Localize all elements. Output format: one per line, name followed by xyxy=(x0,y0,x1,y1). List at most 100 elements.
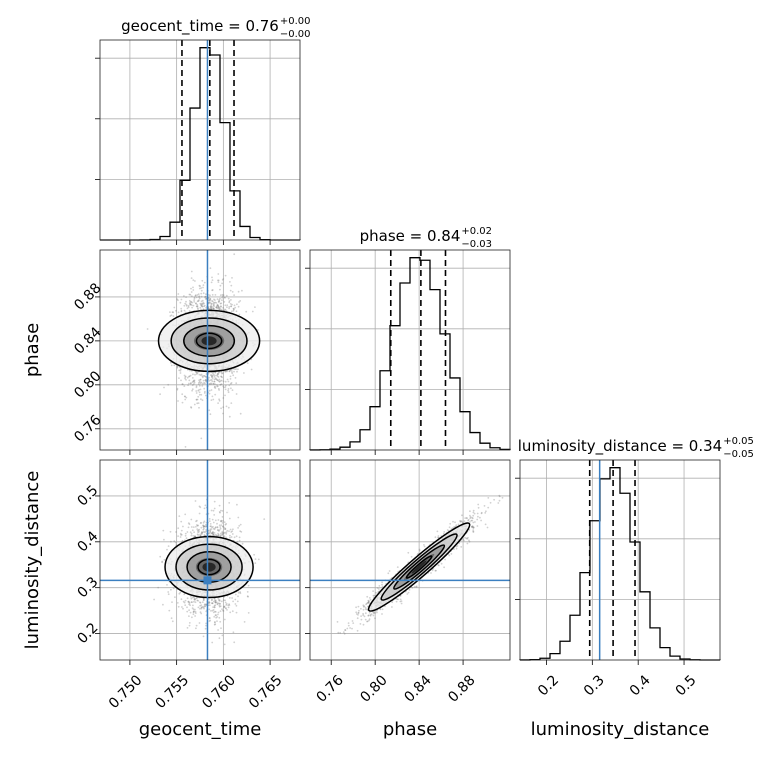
sample-point xyxy=(197,402,200,404)
sample-point xyxy=(214,599,217,602)
sample-point xyxy=(225,603,228,605)
sample-point xyxy=(212,382,215,385)
sample-point xyxy=(175,309,177,312)
sample-point xyxy=(339,632,342,634)
sample-point xyxy=(226,304,229,307)
sample-point xyxy=(208,302,211,305)
sample-point xyxy=(220,305,222,308)
sample-point xyxy=(199,601,201,604)
sample-point xyxy=(211,532,214,534)
sample-point xyxy=(176,365,179,368)
sample-point xyxy=(222,609,224,612)
sample-point xyxy=(225,536,228,539)
sample-point xyxy=(176,365,179,368)
sample-point xyxy=(214,601,217,604)
sample-point xyxy=(187,304,190,307)
title-plus: +0.02 xyxy=(461,226,492,237)
sample-point xyxy=(200,287,203,289)
sample-point xyxy=(188,615,190,617)
sample-point xyxy=(190,595,192,598)
sample-point xyxy=(232,308,235,311)
sample-point xyxy=(210,379,213,381)
sample-point xyxy=(195,520,197,523)
sample-point xyxy=(469,514,471,517)
sample-point xyxy=(207,532,210,535)
sample-point xyxy=(196,372,199,375)
sample-point xyxy=(239,523,242,526)
sample-point xyxy=(195,302,197,304)
sample-point xyxy=(224,528,227,531)
sample-point xyxy=(247,584,250,587)
sample-point xyxy=(238,313,241,316)
sample-point xyxy=(241,542,244,545)
sample-point xyxy=(214,374,216,377)
sample-point xyxy=(224,599,227,602)
sample-point xyxy=(195,305,198,308)
sample-point xyxy=(189,382,192,385)
sample-point xyxy=(173,306,176,309)
sample-point xyxy=(217,279,220,282)
sample-point xyxy=(207,529,210,532)
sample-point xyxy=(217,373,219,376)
sample-point xyxy=(200,521,203,524)
sample-point xyxy=(220,520,223,523)
sample-point xyxy=(183,601,186,604)
sample-point xyxy=(211,518,214,521)
sample-point xyxy=(208,380,211,382)
sample-point xyxy=(189,531,192,534)
sample-point xyxy=(235,382,238,385)
sample-point xyxy=(239,530,242,533)
sample-point xyxy=(222,306,225,309)
sample-point xyxy=(225,531,228,534)
sample-point xyxy=(193,403,196,406)
sample-point xyxy=(204,603,206,606)
sample-point xyxy=(195,398,198,401)
sample-point xyxy=(235,604,238,607)
sample-point xyxy=(189,304,192,306)
panel-frame xyxy=(99,459,301,661)
sample-point xyxy=(208,617,211,619)
sample-point xyxy=(480,512,483,515)
sample-point xyxy=(220,600,223,603)
sample-point xyxy=(234,593,237,596)
sample-point xyxy=(216,298,219,301)
sample-point xyxy=(177,527,180,530)
sample-point xyxy=(208,604,211,607)
sample-point xyxy=(201,302,203,305)
sample-point xyxy=(195,302,197,305)
sample-point xyxy=(239,300,242,302)
sample-point xyxy=(190,597,193,600)
sample-point xyxy=(221,296,224,299)
sample-point xyxy=(356,629,359,632)
sample-point xyxy=(205,380,208,382)
sample-point xyxy=(223,526,226,529)
sample-point xyxy=(217,529,220,532)
sample-point xyxy=(234,368,236,370)
sample-point xyxy=(209,294,211,297)
sample-point xyxy=(178,515,181,517)
sample-point xyxy=(215,533,217,536)
sample-point xyxy=(238,536,241,539)
sample-point xyxy=(190,270,193,273)
sample-point xyxy=(423,545,426,548)
sample-point xyxy=(222,535,225,538)
sample-point xyxy=(230,284,233,287)
sample-point xyxy=(343,632,346,635)
sample-point xyxy=(202,528,205,531)
sample-point xyxy=(208,301,211,303)
sample-point xyxy=(163,386,165,389)
sample-point xyxy=(209,298,212,300)
sample-point xyxy=(446,529,449,531)
sample-point xyxy=(233,536,236,539)
sample-point xyxy=(162,603,164,606)
sample-point xyxy=(225,532,228,535)
sample-point xyxy=(250,368,253,371)
sample-point xyxy=(198,512,201,515)
sample-point xyxy=(236,303,238,306)
sample-point xyxy=(188,602,191,604)
sample-point xyxy=(224,380,227,383)
sample-point xyxy=(210,599,213,602)
sample-point xyxy=(215,374,218,377)
sample-point xyxy=(176,388,179,391)
sample-point xyxy=(222,406,225,409)
